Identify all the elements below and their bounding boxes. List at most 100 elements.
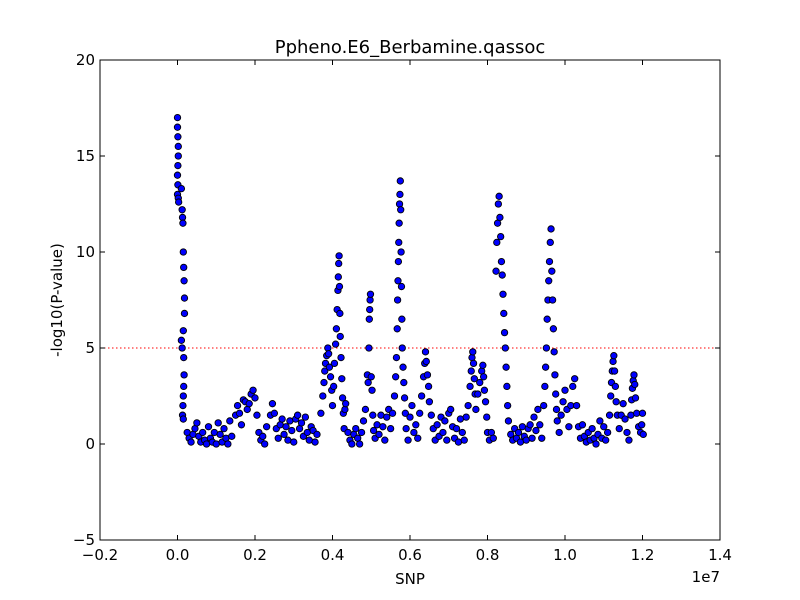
- data-point: [404, 436, 412, 444]
- data-point: [297, 419, 306, 427]
- data-point: [311, 438, 319, 446]
- data-point: [414, 434, 422, 442]
- data-point: [623, 428, 631, 437]
- x-axis-label: SNP: [395, 570, 425, 588]
- data-point: [447, 405, 455, 414]
- data-point: [550, 348, 558, 356]
- data-point: [423, 371, 432, 379]
- data-point: [173, 171, 182, 179]
- data-point: [180, 371, 188, 379]
- data-point: [394, 277, 402, 285]
- data-point: [532, 426, 540, 435]
- data-point: [502, 363, 510, 371]
- data-point: [452, 424, 461, 433]
- data-point: [433, 421, 441, 429]
- data-point: [359, 417, 368, 425]
- data-point: [324, 350, 333, 358]
- data-point: [638, 421, 646, 429]
- data-point: [552, 405, 561, 414]
- data-point: [412, 421, 420, 429]
- data-point: [400, 378, 408, 387]
- data-point: [180, 263, 188, 272]
- data-point: [479, 373, 488, 381]
- data-point: [541, 363, 550, 371]
- data-point: [503, 382, 511, 391]
- data-point: [397, 206, 405, 214]
- data-point: [630, 371, 638, 379]
- data-point: [174, 142, 182, 151]
- data-point: [458, 428, 466, 437]
- data-point: [427, 411, 435, 419]
- data-point: [282, 423, 290, 431]
- data-point: [565, 423, 573, 431]
- data-point: [375, 430, 383, 439]
- data-point: [416, 409, 424, 417]
- data-point: [366, 305, 374, 314]
- y-tick-label: 5: [85, 339, 95, 357]
- data-point: [174, 161, 182, 170]
- data-point: [499, 290, 507, 298]
- data-point: [245, 400, 253, 408]
- data-point: [187, 438, 195, 446]
- data-point: [288, 426, 296, 435]
- data-point: [392, 353, 401, 362]
- x-tick-label: 0.0: [166, 546, 190, 564]
- x-tick-label: 0.2: [243, 546, 267, 564]
- data-point: [180, 382, 188, 391]
- data-point: [400, 394, 409, 402]
- data-point: [357, 428, 366, 437]
- data-point: [399, 363, 407, 371]
- data-point: [330, 359, 339, 368]
- data-point: [392, 373, 400, 381]
- data-point: [328, 401, 337, 410]
- data-point: [325, 363, 334, 371]
- data-point: [398, 344, 406, 352]
- data-point: [342, 400, 350, 408]
- data-point: [441, 417, 449, 425]
- data-point: [615, 424, 623, 433]
- data-point: [379, 423, 387, 431]
- data-point: [500, 309, 508, 318]
- data-point: [174, 152, 182, 160]
- data-point: [394, 257, 403, 266]
- y-tick-label: 20: [76, 51, 95, 69]
- data-point: [280, 430, 288, 439]
- data-point: [251, 394, 259, 402]
- data-point: [175, 198, 183, 206]
- data-point: [180, 277, 188, 285]
- data-point: [545, 277, 553, 285]
- data-point: [545, 257, 554, 266]
- y-tick-label: −5: [73, 531, 95, 549]
- data-point: [193, 419, 201, 427]
- data-point: [483, 413, 491, 421]
- data-point: [369, 411, 377, 419]
- data-point: [489, 434, 497, 442]
- data-point: [348, 440, 356, 448]
- data-point: [398, 315, 406, 323]
- data-point: [274, 434, 282, 442]
- y-axis-label: -log10(P-value): [48, 243, 66, 357]
- data-point: [326, 373, 335, 381]
- data-point: [607, 392, 615, 400]
- data-point: [530, 413, 538, 421]
- data-point: [381, 436, 389, 444]
- data-point: [619, 400, 627, 408]
- data-point: [561, 386, 569, 394]
- data-point: [179, 248, 187, 256]
- data-point: [543, 315, 551, 323]
- data-point: [368, 386, 376, 394]
- data-point: [402, 424, 410, 433]
- data-point: [180, 309, 189, 318]
- data-point: [401, 409, 409, 417]
- data-point: [367, 373, 375, 381]
- data-point: [547, 225, 555, 233]
- data-point: [443, 436, 451, 444]
- data-point: [395, 219, 403, 227]
- data-point: [338, 375, 346, 383]
- data-point: [178, 344, 186, 352]
- data-point: [540, 401, 548, 410]
- data-point: [395, 200, 404, 208]
- x-tick-label: 0.8: [476, 546, 500, 564]
- data-point: [335, 252, 343, 260]
